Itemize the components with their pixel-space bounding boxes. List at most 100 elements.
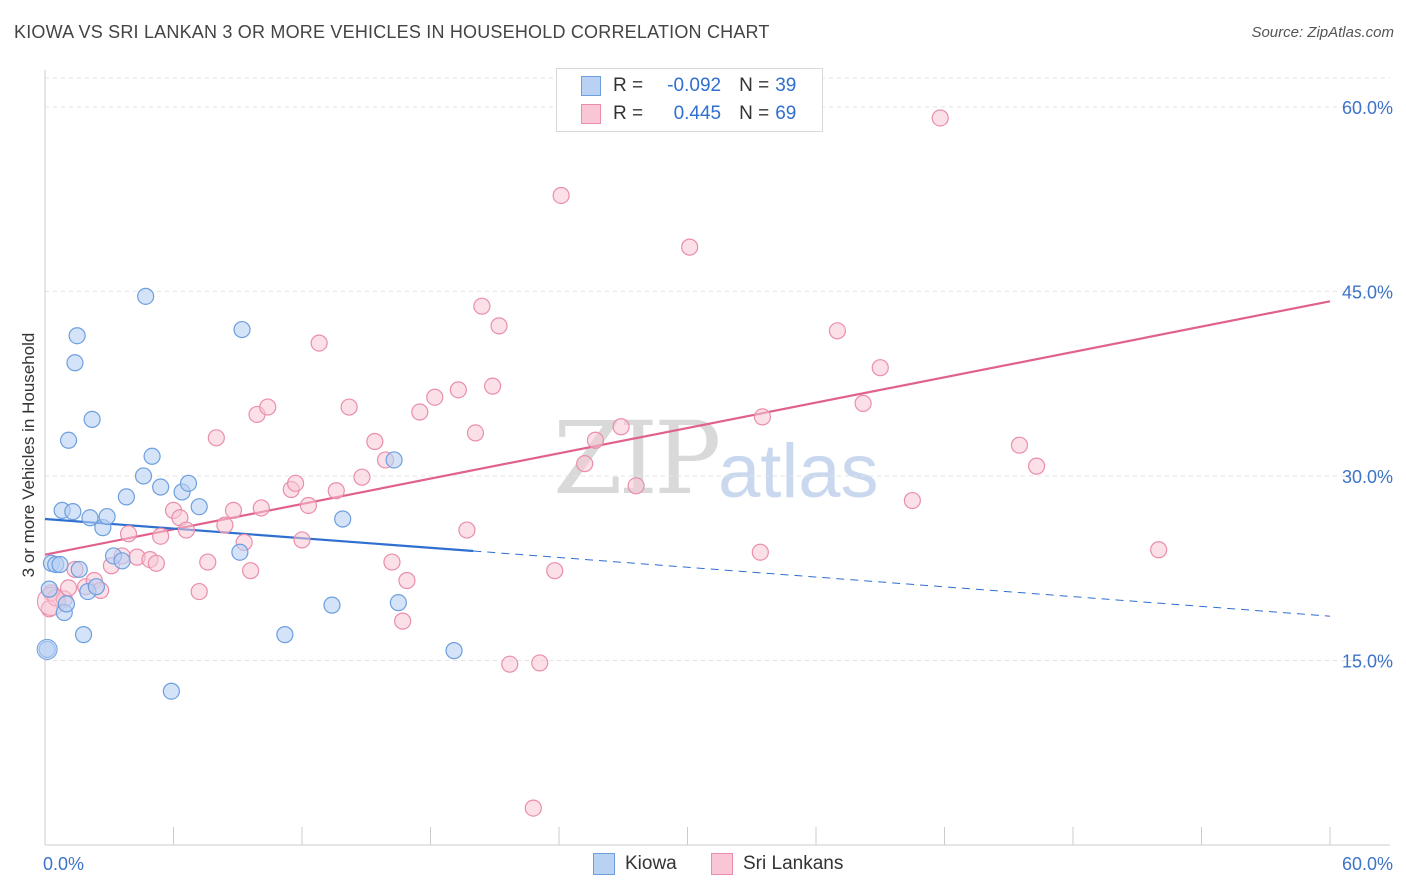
srilankan-point — [259, 398, 277, 416]
legend-row-srilankan: R = 0.445 N = 69 — [581, 101, 796, 127]
srilankan-point — [216, 516, 234, 534]
kiowa-point — [323, 596, 341, 614]
srilankan-point — [458, 521, 476, 539]
kiowa-point — [66, 354, 84, 372]
kiowa-point — [68, 327, 86, 345]
kiowa-point — [179, 474, 198, 492]
r-label: R = — [613, 75, 644, 96]
srilankan-legend-swatch — [711, 853, 733, 875]
srilankan-point — [1150, 541, 1168, 559]
bottom-legend-kiowa: Kiowa — [593, 852, 677, 876]
kiowa-point — [445, 642, 463, 660]
srilankan-point — [252, 499, 270, 517]
srilankan-point — [903, 491, 921, 510]
watermark-atlas: atlas — [718, 429, 879, 514]
srilankan-n-value: 69 — [775, 103, 797, 124]
kiowa-point — [87, 578, 106, 596]
x-tick-label-min: 0.0% — [43, 854, 84, 874]
srilankan-point — [327, 482, 345, 500]
kiowa-point — [134, 467, 153, 485]
srilankan-point — [293, 531, 311, 549]
kiowa-point — [83, 410, 101, 428]
kiowa-point — [233, 320, 251, 339]
srilankan-point — [524, 799, 542, 817]
srilankan-point — [353, 468, 371, 486]
srilankan-point — [586, 431, 605, 449]
kiowa-r-value: -0.092 — [667, 75, 722, 96]
srilankan-point — [871, 359, 889, 377]
x-tick-label-max: 60.0% — [1342, 854, 1393, 874]
kiowa-point — [74, 626, 93, 644]
axes — [44, 70, 1390, 846]
kiowa-point — [70, 560, 88, 579]
srilankan-point — [310, 334, 328, 352]
trend-lines — [44, 300, 1331, 617]
srilankan-point — [1010, 436, 1029, 454]
kiowa-n-value: 39 — [775, 75, 797, 96]
kiowa-point — [81, 509, 99, 527]
srilankan-point — [751, 543, 769, 561]
srilankan-point — [224, 501, 243, 519]
tick-labels: 15.0% 30.0% 45.0% 60.0% 0.0% 60.0% — [43, 98, 1393, 874]
srilankan-point — [449, 381, 467, 399]
srilankan-point — [199, 553, 217, 571]
kiowa-point — [276, 626, 294, 644]
srilankan-point — [612, 418, 630, 436]
srilankan-point — [576, 455, 594, 473]
srilankan-point — [190, 582, 208, 601]
y-tick-label: 15.0% — [1342, 651, 1393, 671]
kiowa-point — [137, 287, 155, 305]
srilankan-point — [828, 322, 847, 340]
kiowa-point — [117, 488, 135, 506]
srilankan-point — [340, 398, 358, 416]
n-label: N = — [739, 103, 770, 124]
kiowa-legend-label: Kiowa — [625, 853, 677, 874]
srilankan-point — [627, 477, 645, 495]
r-label: R = — [613, 103, 644, 124]
srilankan-point — [299, 496, 318, 515]
srilankan-point — [383, 553, 401, 571]
kiowa-points — [36, 287, 463, 700]
kiowa-point — [152, 478, 170, 496]
bottom-legend-srilankan: Sri Lankans — [711, 852, 843, 876]
y-tick-label: 30.0% — [1342, 467, 1393, 487]
srilankan-point — [501, 655, 519, 673]
n-label: N = — [739, 75, 770, 96]
kiowa-point — [389, 594, 407, 612]
srilankan-point — [531, 654, 549, 672]
srilankan-point — [1027, 457, 1046, 475]
kiowa-trend-line — [44, 517, 474, 553]
kiowa-swatch — [581, 76, 601, 96]
kiowa-point — [51, 555, 69, 574]
kiowa-point — [113, 552, 131, 570]
srilankan-r-value: 0.445 — [673, 103, 722, 124]
srilankan-point — [207, 429, 225, 447]
srilankan-point — [177, 521, 195, 539]
kiowa-point — [162, 682, 180, 700]
srilankan-point — [394, 612, 412, 630]
srilankan-point — [552, 186, 570, 205]
srilankan-point — [854, 394, 872, 412]
srilankan-swatch — [581, 104, 601, 124]
kiowa-cluster-point — [36, 638, 58, 660]
kiowa-point — [334, 510, 352, 528]
y-tick-label: 60.0% — [1342, 98, 1393, 118]
srilankan-point — [466, 424, 485, 442]
correlation-legend: R = -0.092 N = 39 R = 0.445 N = 69 — [556, 68, 823, 132]
srilankan-point — [147, 554, 165, 572]
kiowa-point — [143, 447, 161, 465]
srilankan-point — [484, 377, 502, 395]
srilankan-point — [931, 109, 949, 127]
kiowa-point — [98, 507, 116, 526]
y-axis-title: 3 or more Vehicles in Household — [19, 333, 38, 578]
srilankan-point — [411, 403, 429, 421]
kiowa-legend-swatch — [593, 853, 615, 875]
chart-title: KIOWA VS SRI LANKAN 3 OR MORE VEHICLES I… — [14, 22, 770, 42]
srilankan-point — [152, 527, 170, 545]
kiowa-point — [57, 595, 76, 613]
srilankan-point — [398, 571, 416, 590]
srilankan-point — [473, 297, 491, 315]
srilankan-point — [546, 562, 564, 580]
kiowa-point — [231, 543, 249, 561]
